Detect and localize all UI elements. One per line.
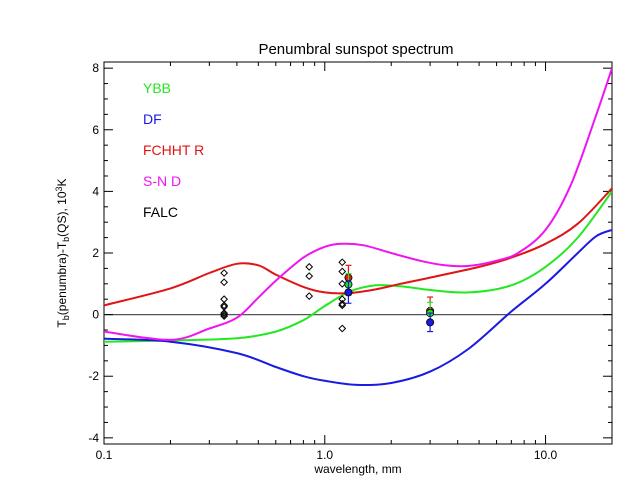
y-axis-label-part: (QS), 10 [55, 191, 69, 237]
falc-point [305, 292, 314, 301]
plot-frame [103, 61, 613, 445]
y-tick-label: -4 [88, 431, 99, 445]
legend-entry: S-N D [143, 173, 181, 189]
legend-entry: DF [143, 111, 162, 127]
legend-entry: YBB [143, 80, 171, 96]
x-tick-label: 0.1 [96, 448, 113, 462]
y-tick-label: 0 [92, 308, 99, 322]
y-axis-label: Tb(penumbra)-Tb(QS), 103K [54, 178, 71, 327]
data-points [220, 258, 435, 333]
y-tick-label: 4 [92, 184, 99, 198]
series-line-ybb [104, 190, 612, 343]
series-line-df [104, 228, 612, 387]
falc-point [305, 262, 314, 271]
falc-point [220, 269, 229, 277]
y-axis-label-part: K [55, 178, 69, 186]
x-tick-label: 10.0 [534, 448, 558, 462]
y-axis-label-part: b [61, 237, 71, 242]
y-axis-label-part: (penumbra)-T [55, 241, 69, 315]
series-lines [104, 67, 612, 387]
falc-point [338, 299, 347, 308]
falc-point [338, 279, 347, 288]
falc-point [220, 301, 229, 310]
legend: YBB DF FCHHT R S-N D FALC [143, 80, 204, 220]
x-axis-label: wavelength, mm [313, 462, 401, 476]
falc-point [305, 272, 314, 281]
y-axis-label-part: b [61, 315, 71, 320]
falc-point [220, 278, 229, 287]
falc-point [220, 295, 229, 304]
model-point [344, 288, 353, 297]
axis-ticks: 0.1 1.0 10.0 -4 -2 0 2 4 6 8 [88, 61, 613, 462]
legend-entry: FCHHT R [143, 142, 204, 158]
falc-point [220, 312, 229, 321]
falc-point [338, 258, 347, 267]
falc-point [338, 301, 347, 310]
y-axis-label-part: T [55, 320, 69, 328]
legend-entry: FALC [143, 204, 178, 220]
y-tick-label: 2 [92, 246, 99, 260]
falc-point [338, 267, 347, 276]
y-axis-label-part: 3 [54, 186, 64, 191]
falc-point [220, 309, 229, 317]
y-tick-label: 6 [92, 123, 99, 137]
falc-point [338, 324, 347, 333]
model-point [426, 318, 435, 327]
series-line-s-n-d [104, 67, 612, 341]
y-tick-label: -2 [88, 369, 99, 383]
x-tick-label: 1.0 [316, 448, 333, 462]
chart-title: Penumbral sunspot spectrum [258, 41, 453, 58]
falc-point [220, 310, 229, 319]
y-tick-label: 8 [92, 61, 99, 75]
